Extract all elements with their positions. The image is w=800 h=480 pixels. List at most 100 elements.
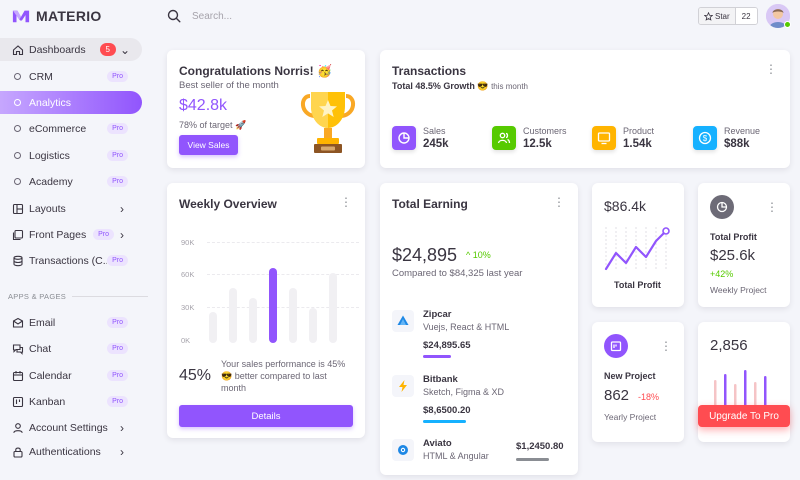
profit-chart-label: Total Profit (614, 280, 661, 290)
stat-value: 12.5k (523, 138, 552, 150)
sidebar-item-label: eCommerce (29, 122, 87, 135)
database-icon (12, 255, 24, 267)
earning-title: Total Earning (392, 197, 468, 211)
sidebar-item-academy[interactable]: Academy Pro (0, 170, 142, 193)
sessions-bar-chart (714, 370, 767, 408)
sidebar-item-label: Transactions (C... (29, 254, 108, 267)
details-button[interactable]: Details (179, 405, 353, 427)
weekly-bar (309, 308, 317, 343)
new-project-value: 862 (604, 387, 630, 404)
y-axis-label: 0K (181, 336, 191, 345)
aviato-icon (392, 439, 414, 461)
pro-badge: Pro (107, 150, 128, 161)
sidebar-item-authentications[interactable]: Authentications › (0, 442, 142, 462)
stat-label: Product (623, 126, 655, 136)
sidebar-item-analytics[interactable]: Analytics (0, 91, 142, 114)
brand-name: MATERIO (36, 8, 102, 24)
sidebar-item-dashboards[interactable]: Dashboards 5 ⌄ (0, 38, 142, 61)
star-icon (704, 11, 713, 21)
weekly-bar (249, 298, 257, 343)
sidebar-item-label: Layouts (29, 202, 66, 215)
lock-icon (12, 446, 24, 458)
sidebar-item-kanban[interactable]: Kanban Pro (0, 390, 142, 413)
upgrade-to-pro-button[interactable]: Upgrade To Pro (698, 405, 790, 427)
monitor-icon (592, 126, 616, 150)
sidebar-item-label: Chat (29, 342, 52, 355)
sidebar-item-label: Email (29, 316, 56, 329)
total-profit-title: Total Profit (710, 232, 757, 242)
profit-line-chart (604, 227, 670, 271)
dollar-icon: $ (693, 126, 717, 150)
profit-chart-card: $86.4k Total Profit (592, 183, 684, 307)
layout-icon (12, 203, 24, 215)
stat-label: Revenue (724, 126, 761, 136)
sidebar-item-ecommerce[interactable]: eCommerce Pro (0, 117, 142, 140)
dashboards-badge: 5 (99, 43, 116, 56)
more-vert-icon[interactable]: ⋮ (660, 339, 672, 353)
item-desc: Sketch, Figma & XD (423, 387, 505, 397)
avatar[interactable] (766, 4, 791, 28)
item-value: $1,2450.80 (516, 441, 564, 452)
circle-icon (14, 152, 21, 159)
weekly-overview-card: Weekly Overview ⋮ 90K 60K 30K 0K 45% You… (167, 183, 365, 438)
more-vert-icon[interactable]: ⋮ (553, 195, 565, 209)
sidebar-item-label: Logistics (29, 149, 70, 162)
grid-line (207, 242, 359, 243)
more-vert-icon[interactable]: ⋮ (766, 200, 778, 214)
trophy-icon (301, 92, 355, 153)
stat-customers: Customers 12.5k (492, 126, 567, 150)
chevron-right-icon: › (120, 227, 124, 242)
stat-revenue: $ Revenue $88k (693, 126, 760, 150)
sidebar-item-label: CRM (29, 70, 53, 83)
y-axis-label: 60K (181, 270, 195, 279)
online-status-dot (784, 21, 791, 28)
new-project-change: -18% (638, 392, 660, 402)
sidebar-item-label: Dashboards (29, 43, 86, 56)
home-icon (12, 44, 24, 56)
sidebar-item-front-pages[interactable]: Front Pages Pro › (0, 223, 142, 246)
view-sales-button[interactable]: View Sales (179, 135, 238, 155)
sidebar-item-calendar[interactable]: Calendar Pro (0, 364, 142, 387)
search-input[interactable] (192, 8, 392, 24)
stat-value: 245k (423, 138, 449, 150)
sidebar-item-layouts[interactable]: Layouts › (0, 197, 142, 220)
brand[interactable]: MATERIO (12, 6, 102, 26)
sidebar-item-chat[interactable]: Chat Pro (0, 337, 142, 360)
sidebar: MATERIO Dashboards 5 ⌄ CRM Pro Analytics… (0, 0, 150, 480)
sidebar-item-transactions[interactable]: Transactions (C... Pro (0, 249, 142, 272)
item-progress-bar (516, 458, 549, 461)
more-vert-icon[interactable]: ⋮ (765, 62, 777, 76)
chevron-right-icon: › (120, 445, 124, 459)
item-progress-bar (423, 420, 466, 423)
pro-badge: Pro (107, 255, 128, 266)
pages-icon (12, 229, 24, 241)
congrats-amount: $42.8k (179, 97, 228, 114)
transactions-subtitle: Total 48.5% Growth 😎 this month (392, 81, 528, 92)
earning-compare: Compared to $84,325 last year (392, 268, 523, 279)
grid-line (207, 307, 359, 308)
svg-text:$: $ (703, 134, 708, 143)
sidebar-item-label: Calendar (29, 369, 72, 382)
star-section[interactable]: Star (699, 8, 736, 24)
congrats-title: Congratulations Norris! 🥳 (179, 64, 332, 78)
sidebar-item-logistics[interactable]: Logistics Pro (0, 144, 142, 167)
sidebar-item-crm[interactable]: CRM Pro (0, 65, 142, 88)
search-icon[interactable] (167, 9, 181, 23)
pro-badge: Pro (93, 229, 114, 240)
sidebar-item-label: Front Pages (29, 228, 87, 241)
sidebar-item-label: Kanban (29, 395, 66, 408)
github-star-button[interactable]: Star 22 (698, 7, 758, 25)
total-profit-change: +42% (710, 269, 734, 279)
materio-logo-icon (12, 10, 30, 23)
item-progress-bar (423, 355, 451, 358)
sessions-value: 2,856 (710, 337, 748, 354)
pro-badge: Pro (107, 123, 128, 134)
sidebar-item-label: Academy (29, 175, 73, 188)
sidebar-item-account-settings[interactable]: Account Settings › (0, 416, 142, 439)
sidebar-item-email[interactable]: Email Pro (0, 311, 142, 334)
transactions-card: Transactions Total 48.5% Growth 😎 this m… (380, 50, 790, 168)
more-vert-icon[interactable]: ⋮ (340, 195, 352, 209)
pro-badge: Pro (107, 396, 128, 407)
weekly-bar (269, 268, 277, 343)
congrats-card: Congratulations Norris! 🥳 Best seller of… (167, 50, 365, 168)
